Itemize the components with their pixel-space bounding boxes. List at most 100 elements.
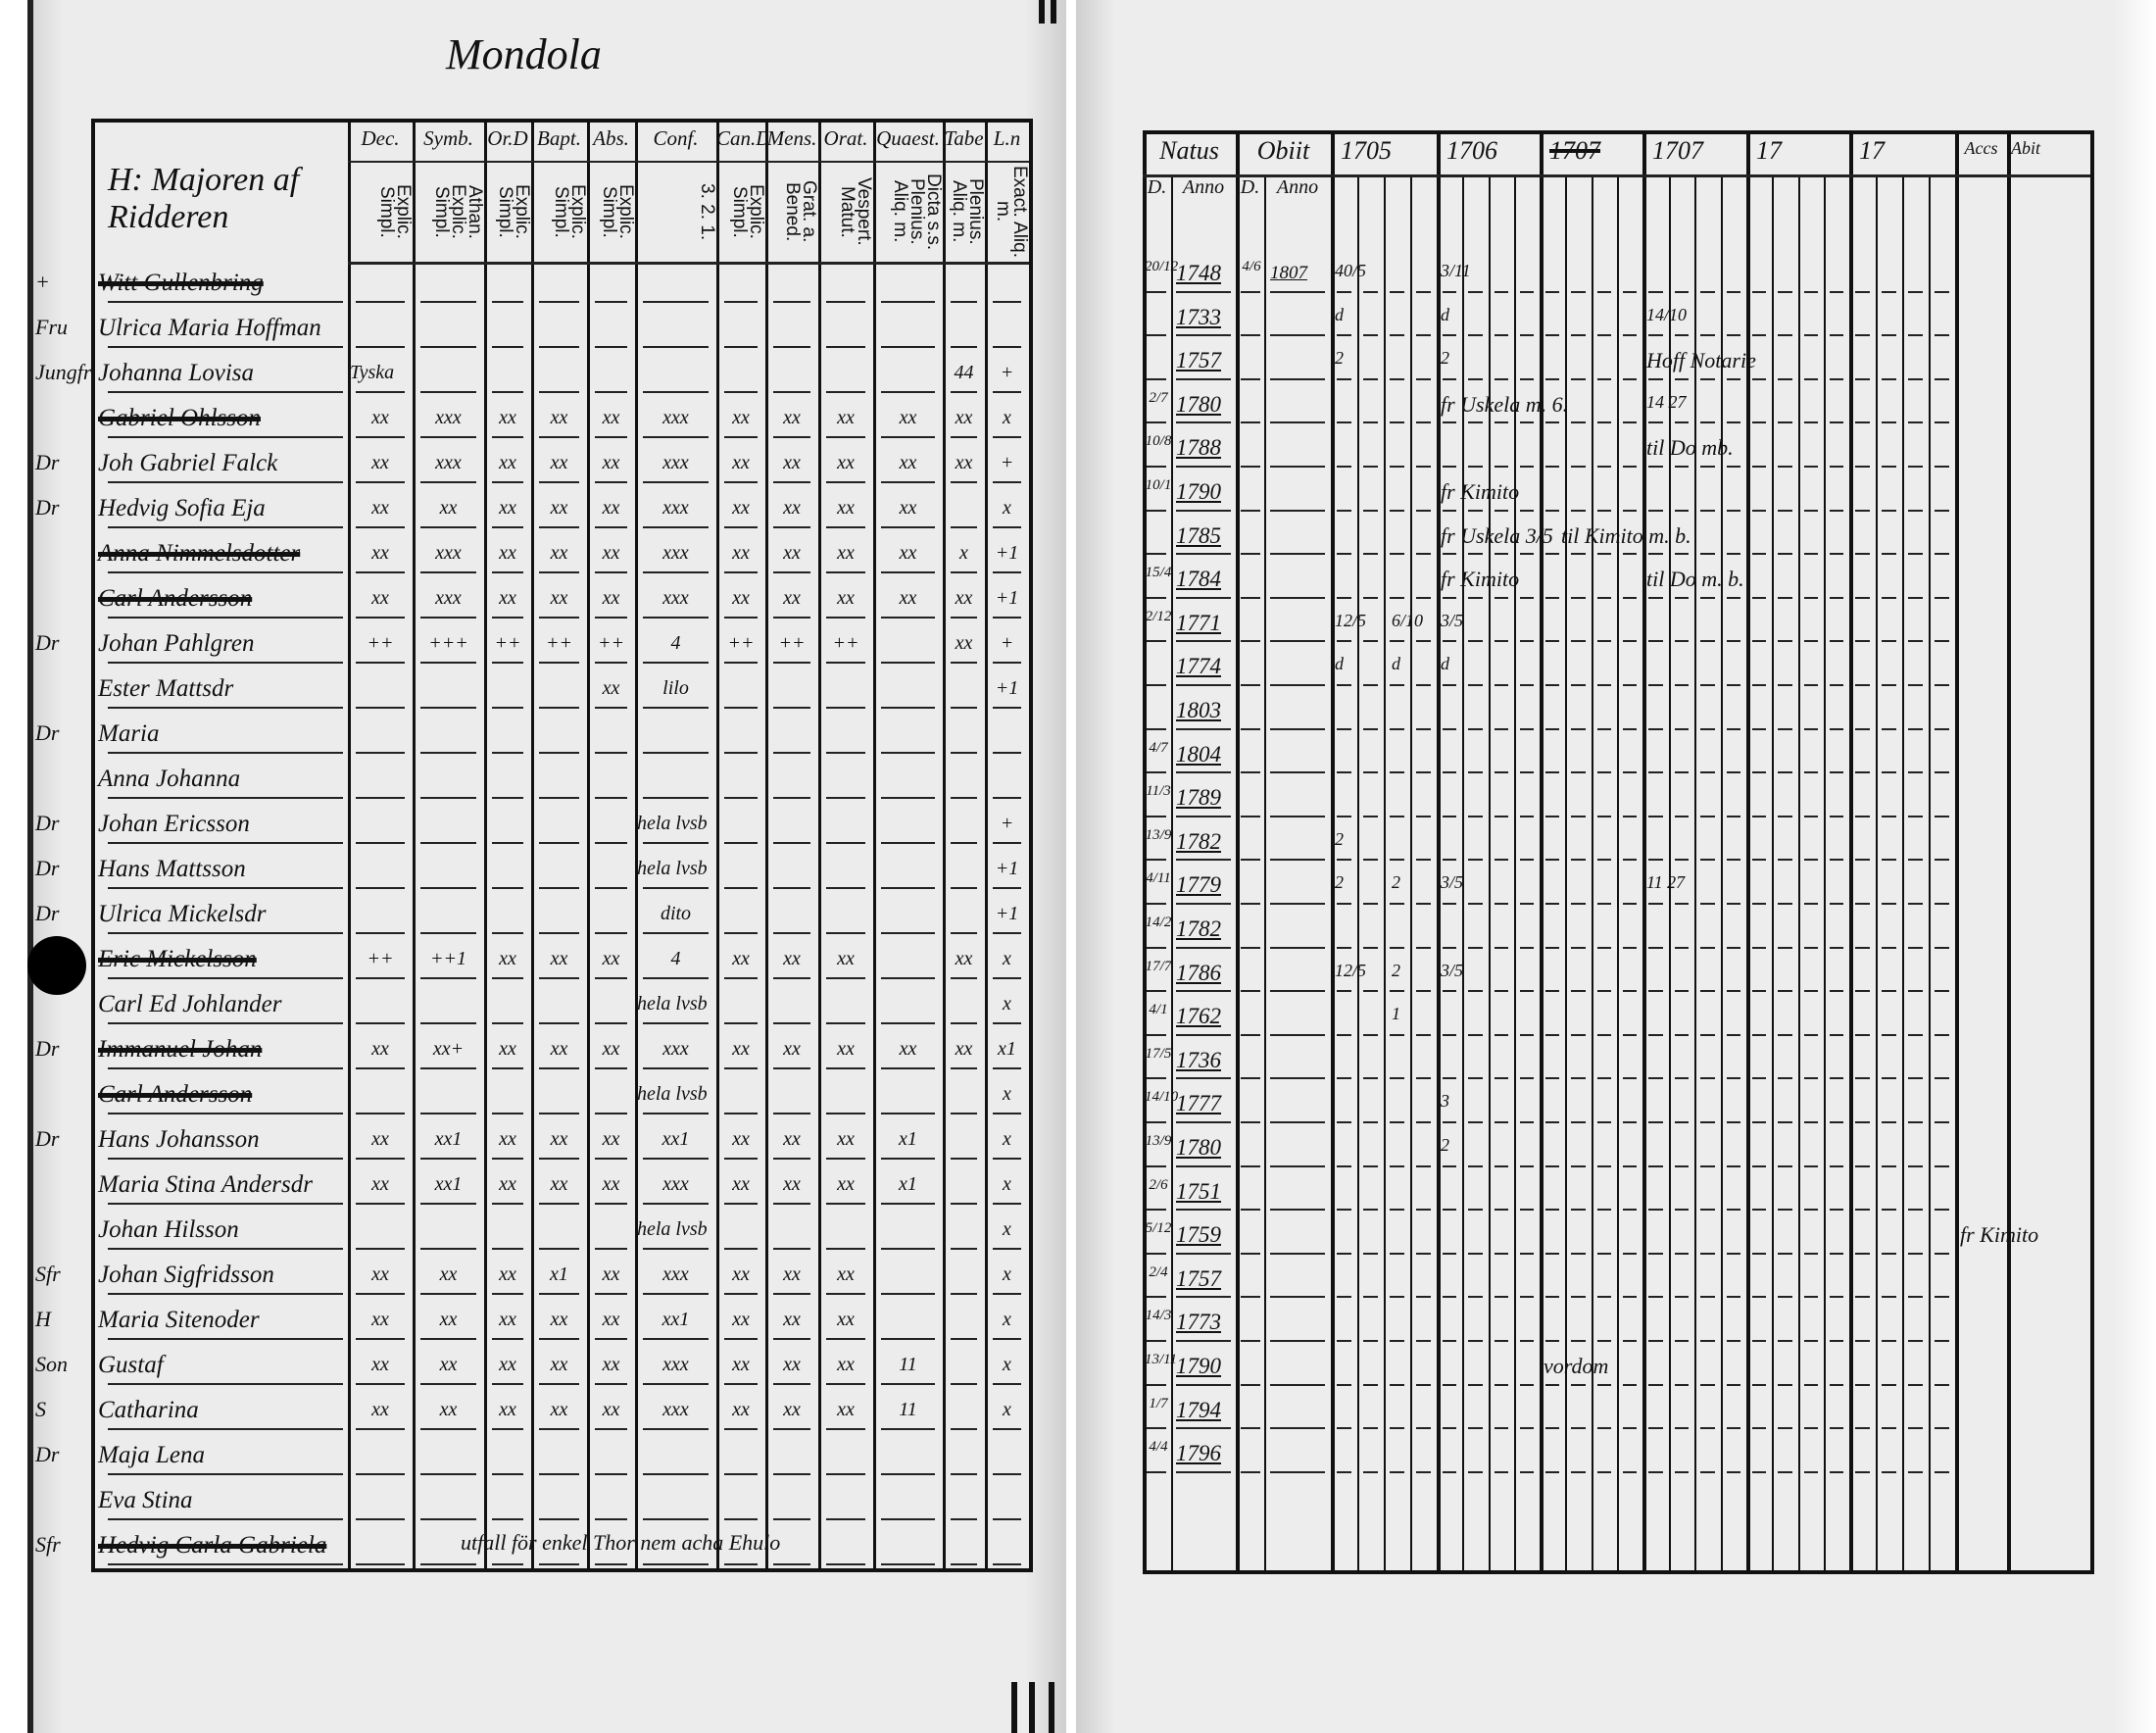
row-rule [420, 662, 476, 664]
row-rule [993, 571, 1021, 573]
birth-day: 1/7 [1149, 1395, 1168, 1411]
birth-year: 1757 [1176, 1265, 1221, 1291]
row-rule [539, 1563, 579, 1565]
row-rule [951, 1473, 977, 1475]
row-rule [1571, 990, 1586, 993]
column-divider [1955, 130, 1959, 1574]
row-rule [951, 1248, 977, 1250]
row-rule [595, 617, 627, 619]
row-rule [492, 1158, 523, 1160]
catechism-mark: lilo [662, 677, 689, 699]
row-rule [1935, 421, 1949, 424]
row-rule [1882, 1077, 1896, 1080]
row-rule [1241, 1340, 1260, 1342]
row-rule [1700, 1252, 1715, 1255]
row-rule [1700, 1209, 1715, 1212]
birth-day: 20/12 [1145, 259, 1179, 274]
catechism-mark: xx [732, 497, 750, 519]
catechism-mark: xx [550, 407, 568, 428]
row-rule [1674, 509, 1689, 512]
person-name: Carl Andersson [98, 585, 253, 612]
row-rule [595, 391, 627, 393]
row-rule [539, 1338, 579, 1340]
catechism-mark: xx [550, 497, 568, 519]
anno-subheader: Anno [1276, 176, 1319, 198]
row-rule [993, 1022, 1021, 1024]
row-rule [1778, 771, 1792, 774]
row-rule [108, 842, 343, 844]
spine-mark [1049, 1682, 1054, 1733]
row-rule [108, 977, 343, 979]
row-rule [420, 1248, 476, 1250]
row-rule [1241, 1164, 1260, 1167]
catechism-mark: xx [837, 542, 855, 564]
catechism-mark: xx [499, 1263, 516, 1285]
subcolumn-divider [1668, 174, 1671, 1574]
row-rule [1519, 771, 1534, 774]
row-rule [492, 1428, 523, 1430]
catechism-mark: xx [371, 1173, 389, 1195]
person-name: Joh Gabriel Falck [98, 450, 278, 476]
name-prefix: Dr [35, 1036, 60, 1061]
person-name: Carl Andersson [98, 1081, 253, 1108]
row-rule [1882, 466, 1896, 468]
row-rule [1363, 421, 1378, 424]
row-rule [1270, 1121, 1325, 1123]
register-annotation: 1 [1392, 1004, 1400, 1024]
row-rule [1935, 815, 1949, 817]
row-rule [1596, 1252, 1611, 1255]
year-header: 17 [1859, 136, 1885, 165]
register-annotation: fr Kimito [1441, 479, 1520, 504]
row-rule [1337, 771, 1351, 774]
column-subheader: Dicta s.s. Plenius. Aliq. m. [890, 173, 944, 251]
subcolumn-divider [1488, 174, 1491, 1574]
catechism-mark: xx [783, 407, 801, 428]
row-rule [1571, 509, 1586, 512]
row-rule [773, 842, 810, 844]
row-rule [1829, 946, 1843, 949]
person-name: Hedvig Sofia Eja [98, 495, 266, 521]
row-rule [643, 842, 709, 844]
row-rule [1337, 290, 1351, 293]
row-rule [1241, 684, 1260, 686]
row-rule [539, 1473, 579, 1475]
row-rule [1752, 553, 1767, 556]
row-rule [1363, 903, 1378, 905]
catechism-mark: xx [837, 948, 855, 969]
row-rule [1908, 859, 1923, 862]
row-rule [1494, 1164, 1508, 1167]
row-rule [1390, 509, 1404, 512]
day-subheader: D. [1240, 176, 1260, 198]
row-rule [1700, 1427, 1715, 1430]
row-rule [993, 932, 1021, 934]
row-rule [1519, 1383, 1534, 1386]
row-rule [1176, 377, 1231, 380]
birth-year: 1786 [1176, 960, 1221, 985]
row-rule [1363, 553, 1378, 556]
row-rule [1596, 815, 1611, 817]
row-rule [1622, 903, 1637, 905]
row-rule [1571, 1252, 1586, 1255]
row-rule [1494, 290, 1508, 293]
row-rule [1147, 596, 1166, 599]
row-rule [1494, 1383, 1508, 1386]
row-rule [1416, 903, 1431, 905]
birth-day: 15/4 [1145, 565, 1172, 581]
row-rule [1829, 1164, 1843, 1167]
row-rule [1935, 290, 1949, 293]
row-rule [1241, 771, 1260, 774]
row-rule [356, 1158, 405, 1160]
register-annotation: 2 [1441, 348, 1449, 369]
subcolumn-divider [1797, 174, 1800, 1574]
row-rule [539, 346, 579, 348]
row-rule [1443, 684, 1457, 686]
spine-mark [1011, 1682, 1017, 1733]
row-rule [595, 481, 627, 483]
row-rule [595, 526, 627, 528]
row-rule [595, 1248, 627, 1250]
row-rule [1726, 771, 1740, 774]
register-annotation: 2 [1392, 872, 1400, 893]
row-rule [1908, 684, 1923, 686]
row-rule [539, 526, 579, 528]
row-rule [1752, 1033, 1767, 1036]
